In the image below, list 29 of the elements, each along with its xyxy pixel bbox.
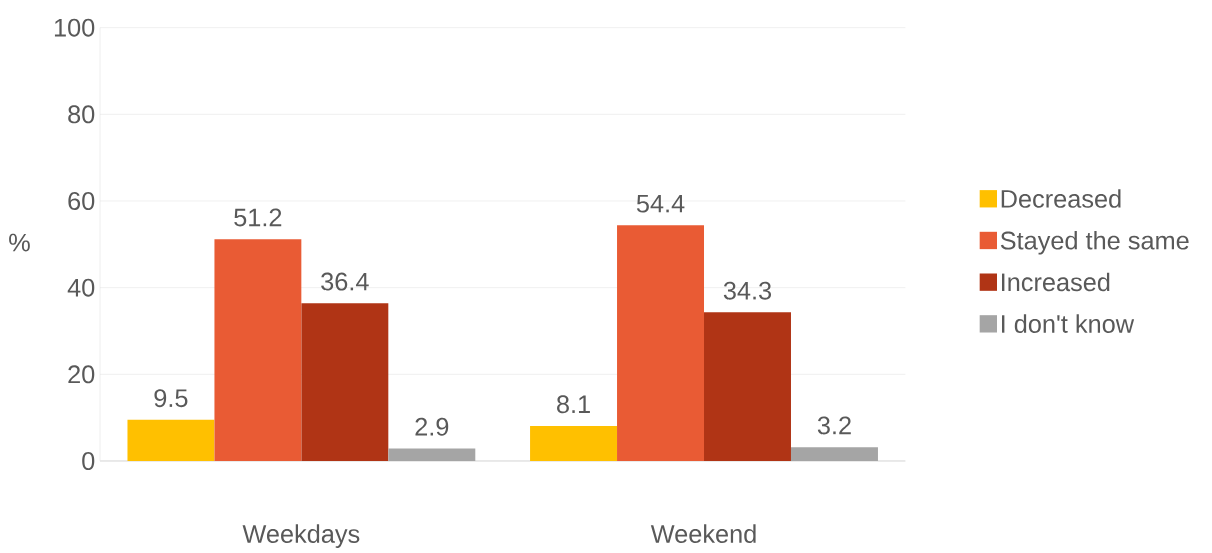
data-label: 8.1 [557,395,590,414]
bar [617,225,705,461]
data-label: 9.5 [154,389,188,408]
bar [214,239,302,461]
data-label: 34.3 [723,281,772,300]
bar [388,448,476,461]
legend-label: I don't know [1002,314,1135,333]
bar [704,312,791,461]
legend-label: Increased [1002,272,1110,292]
y-tick-label: 40 [67,278,95,297]
data-label: 51.2 [234,208,282,227]
bar [301,303,389,461]
legend-label: Stayed the same [1000,230,1189,255]
bar [530,425,618,461]
data-label: 2.9 [415,417,449,436]
bar [790,447,878,461]
data-label: 3.2 [817,416,851,435]
y-tick-label: 20 [68,365,95,384]
data-label: 36.4 [321,272,369,291]
y-tick-label: 60 [68,192,95,210]
legend-label: Decreased [1001,189,1121,208]
y-tick-label: 80 [68,105,95,124]
y-axis-title: % [9,233,30,252]
y-tick-label: 100 [54,18,95,37]
data-label: 54.4 [636,194,685,213]
bar [127,419,215,461]
y-tick-label: 0 [82,452,95,470]
x-tick-label: Weekdays [242,524,360,548]
x-tick-label: Weekend [650,524,756,543]
